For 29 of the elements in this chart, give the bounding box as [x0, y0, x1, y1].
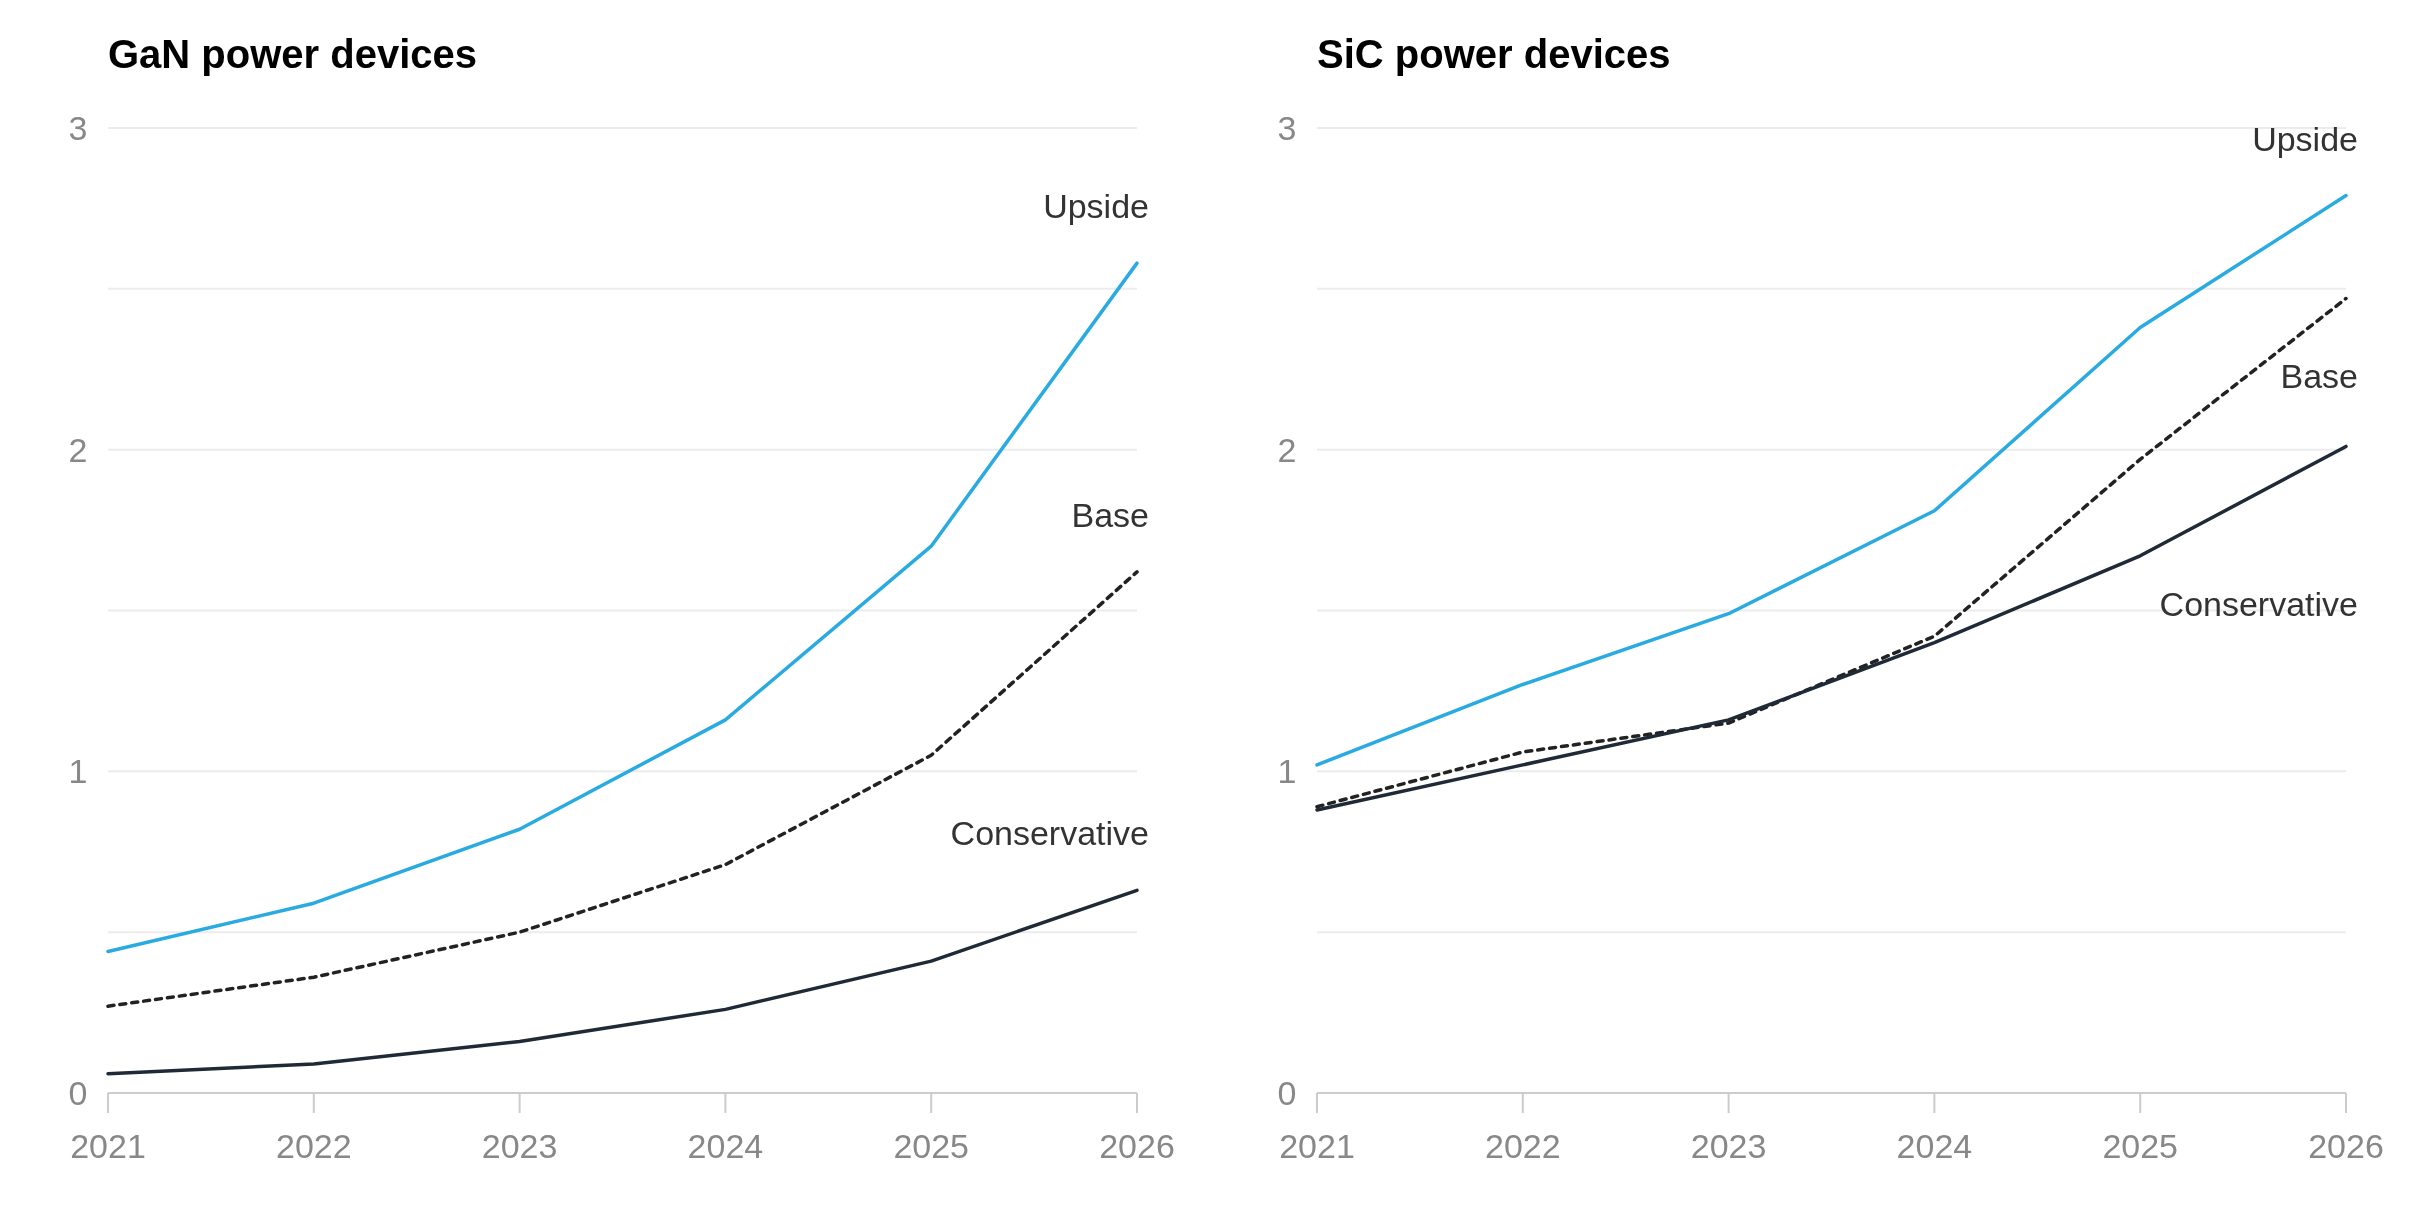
series-label: Base — [2280, 357, 2358, 396]
x-tick-label: 2021 — [1279, 1127, 1355, 1165]
x-tick-label: 2025 — [2102, 1127, 2179, 1165]
line-series — [106, 888, 1139, 1076]
chart-title: SiC power devices — [1317, 32, 1671, 76]
chart-title: GaN power devices — [108, 32, 478, 76]
y-tick-label: 2 — [1277, 430, 1297, 469]
x-tick-label: 2022 — [1484, 1127, 1561, 1165]
y-tick-label: 0 — [1277, 1073, 1297, 1112]
x-tick-label: 2023 — [1690, 1127, 1767, 1165]
x-tick-label: 2026 — [2308, 1127, 2384, 1165]
y-tick-label: 2 — [68, 430, 88, 469]
x-tick-label: 2024 — [687, 1127, 764, 1165]
y-tick-label: 1 — [68, 752, 88, 791]
series-label: Conservative — [950, 814, 1149, 853]
y-tick-label: 3 — [68, 108, 88, 147]
x-tick-label: 2024 — [1896, 1127, 1973, 1165]
x-tick-label: 2022 — [275, 1127, 352, 1165]
x-tick-label: 2025 — [893, 1127, 970, 1165]
series-label: Upside — [1043, 187, 1149, 226]
x-tick-label: 2021 — [70, 1127, 146, 1165]
y-tick-label: 1 — [1277, 752, 1297, 791]
series-label: Base — [1071, 495, 1149, 534]
y-tick-label: 0 — [68, 1073, 88, 1112]
x-tick-label: 2026 — [1099, 1127, 1175, 1165]
y-tick-label: 3 — [1277, 108, 1297, 147]
x-tick-label: 2023 — [481, 1127, 558, 1165]
series-label: Conservative — [2159, 584, 2358, 623]
series-label: Upside — [2252, 119, 2358, 158]
